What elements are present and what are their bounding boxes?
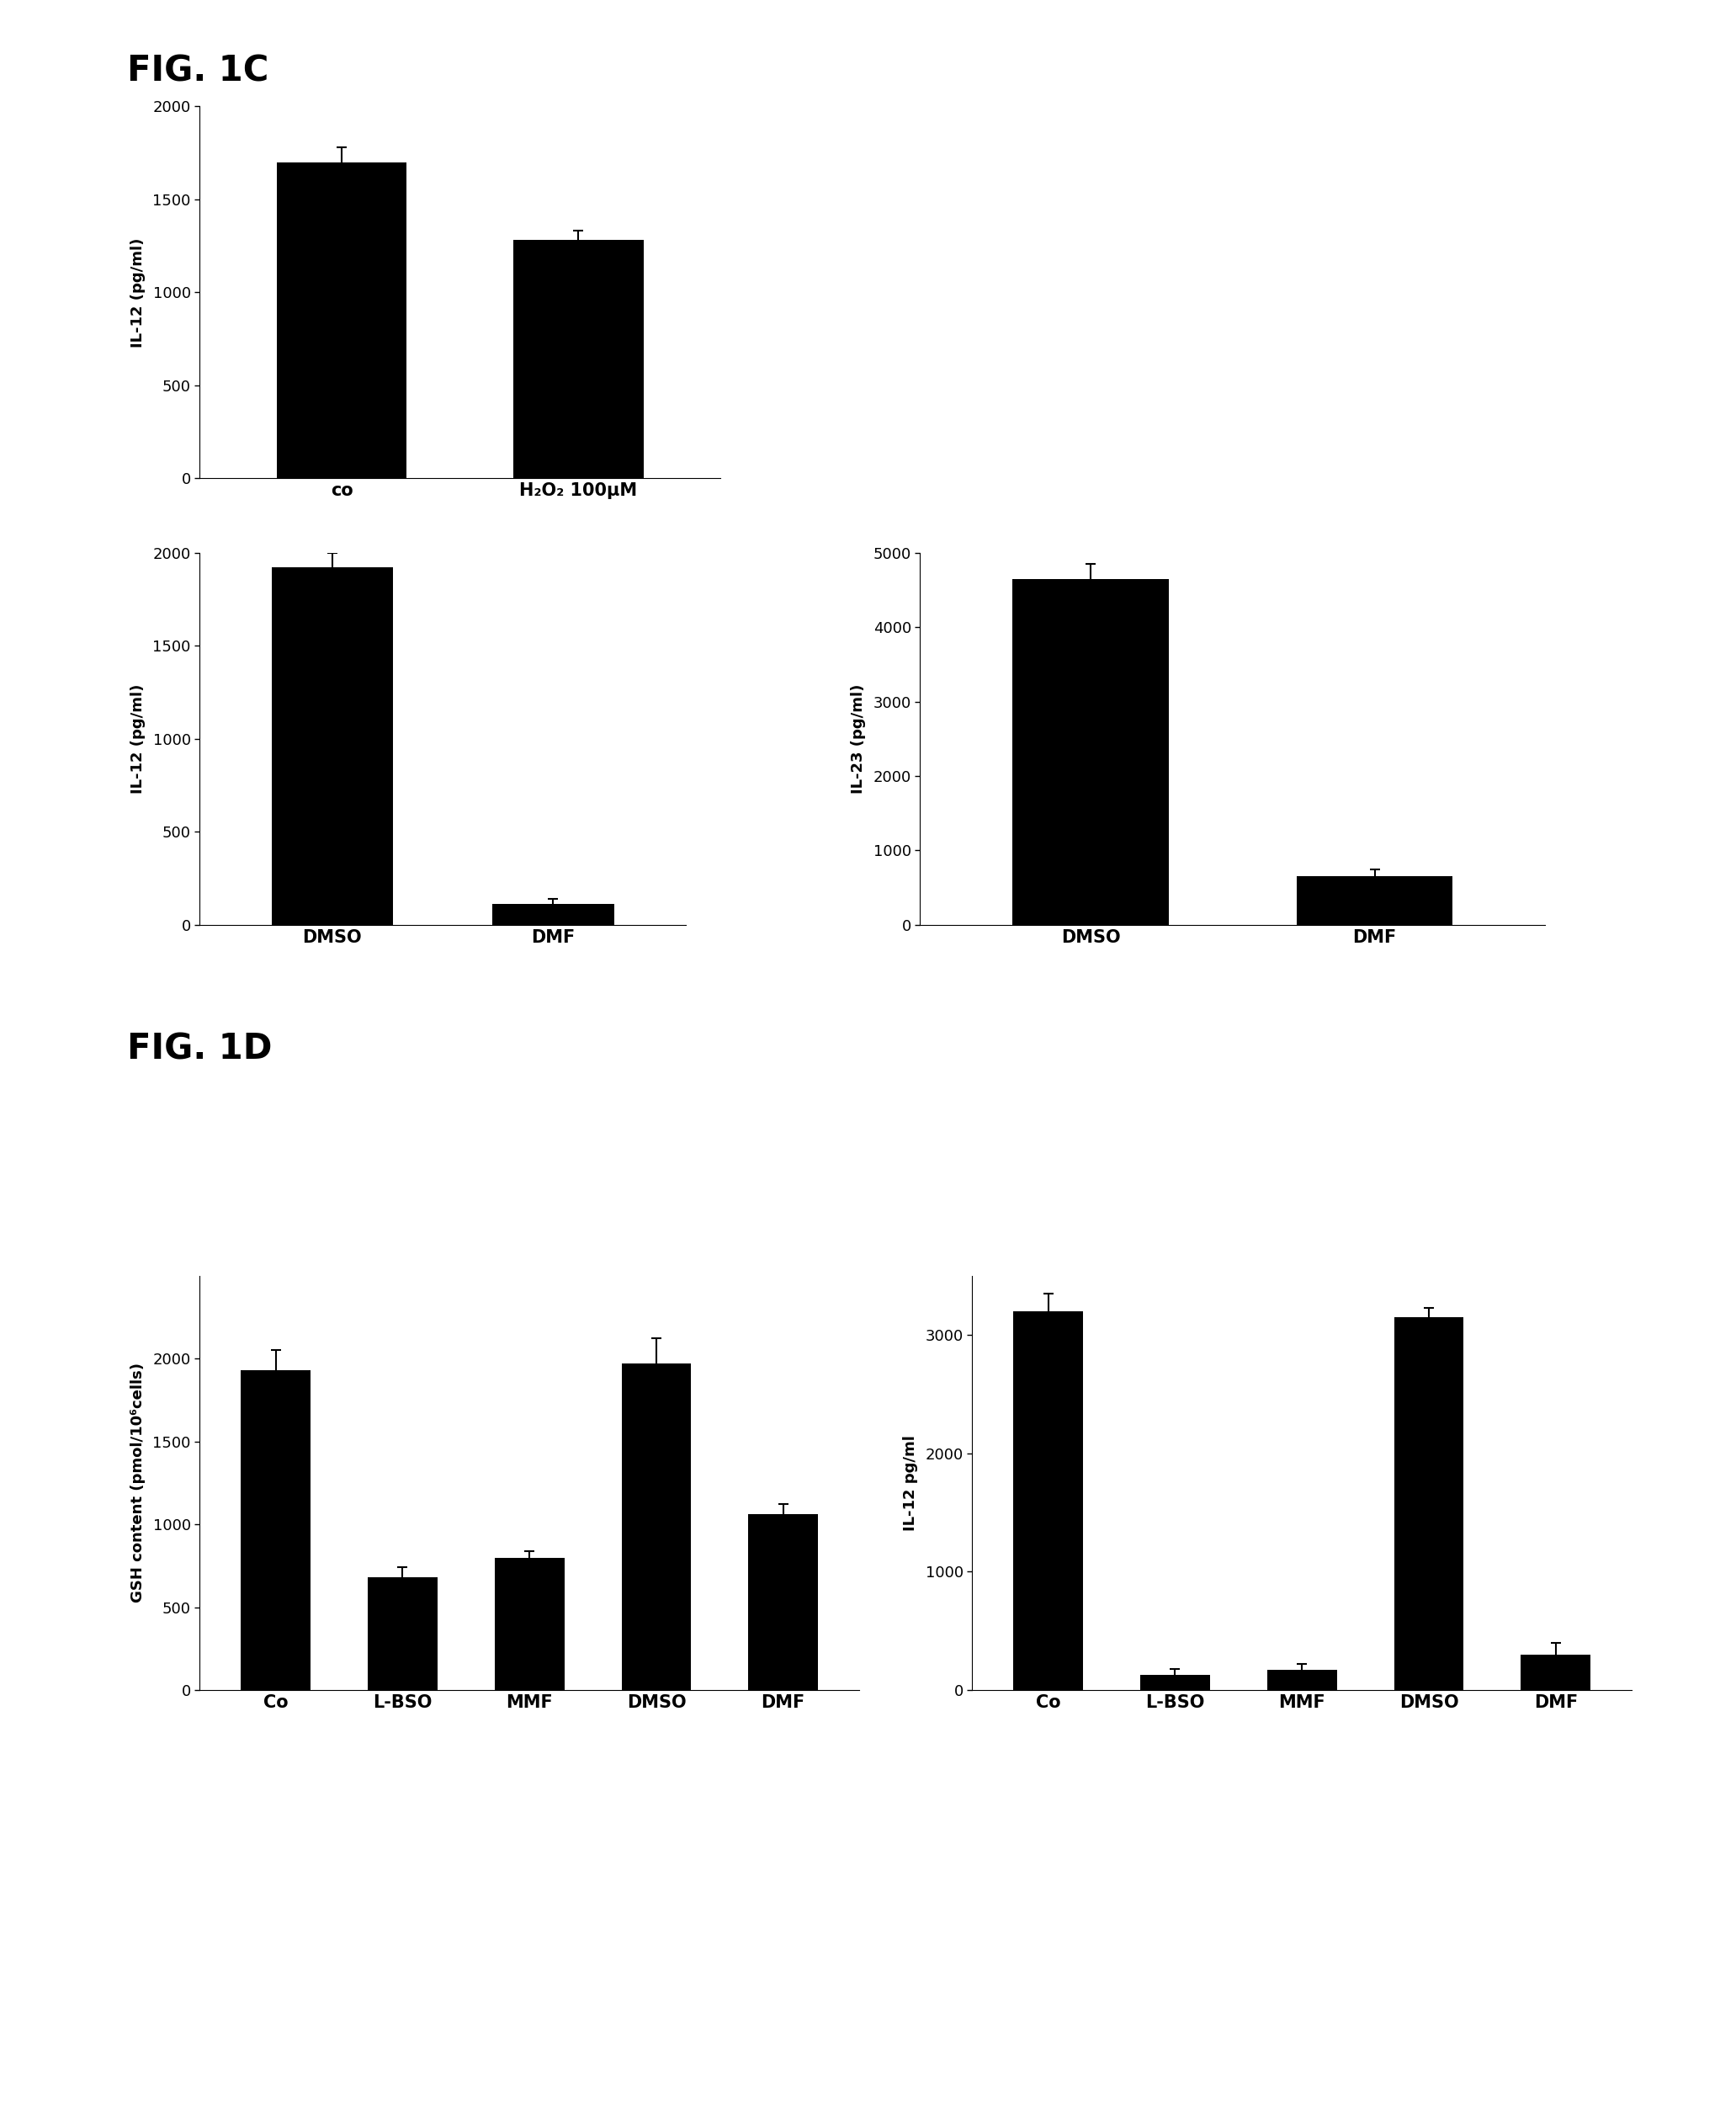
Bar (276, 162, 406, 478)
Bar (621, 1363, 691, 1690)
Bar (1014, 1312, 1083, 1690)
Bar (271, 568, 392, 925)
Y-axis label: IL-12 pg/ml: IL-12 pg/ml (903, 1435, 918, 1531)
Bar (241, 1369, 311, 1690)
Bar (495, 1558, 564, 1690)
Bar (1267, 1671, 1337, 1690)
Bar (1521, 1654, 1590, 1690)
Text: FIG. 1D: FIG. 1D (127, 1031, 273, 1067)
Y-axis label: IL-12 (pg/ml): IL-12 (pg/ml) (130, 685, 146, 793)
Text: FIG. 1C: FIG. 1C (127, 53, 269, 89)
Y-axis label: IL-23 (pg/ml): IL-23 (pg/ml) (851, 685, 866, 793)
Bar (1394, 1316, 1463, 1690)
Bar (493, 904, 615, 925)
Y-axis label: IL-12 (pg/ml): IL-12 (pg/ml) (130, 238, 146, 347)
Bar (514, 240, 644, 478)
Bar (368, 1577, 437, 1690)
Bar (748, 1514, 818, 1690)
Bar (1297, 876, 1453, 925)
Y-axis label: GSH content (pmol/10⁶cells): GSH content (pmol/10⁶cells) (130, 1363, 146, 1603)
Bar (1141, 1675, 1210, 1690)
Bar (1012, 578, 1168, 925)
